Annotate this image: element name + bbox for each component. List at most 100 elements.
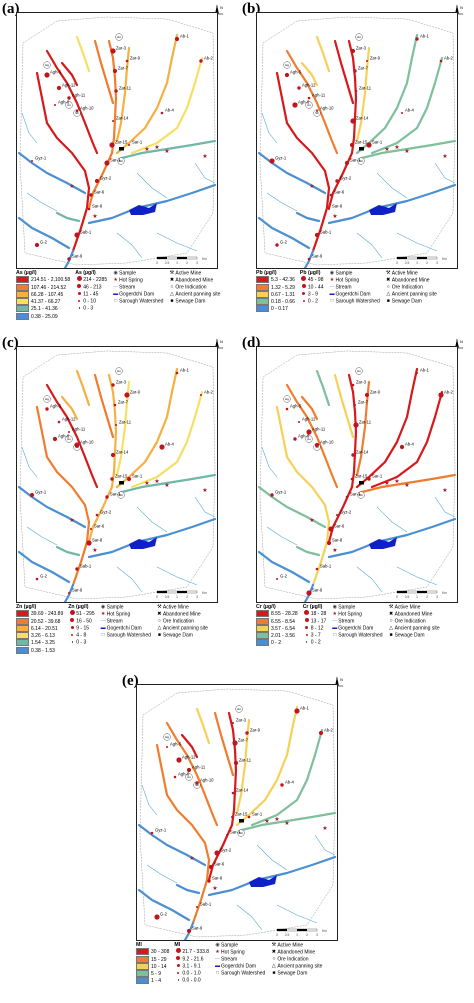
sample-point[interactable]: [44, 72, 50, 78]
sample-point[interactable]: [350, 118, 356, 124]
sample-point[interactable]: [195, 781, 199, 785]
sample-point[interactable]: [105, 495, 109, 499]
sample-point[interactable]: [52, 436, 58, 442]
sample-point[interactable]: [110, 452, 116, 458]
sample-point[interactable]: [173, 775, 177, 779]
sample-point[interactable]: [329, 193, 333, 197]
sample-point[interactable]: [160, 111, 164, 115]
sample-point[interactable]: [367, 477, 371, 481]
sample-point[interactable]: [166, 746, 168, 748]
sample-point[interactable]: [110, 477, 114, 481]
sample-point[interactable]: [399, 444, 405, 450]
sample-point[interactable]: [354, 404, 356, 406]
sample-point[interactable]: [56, 85, 62, 91]
sample-point[interactable]: [364, 392, 370, 398]
sample-point[interactable]: [275, 243, 279, 247]
sample-point[interactable]: [314, 232, 320, 238]
sample-point[interactable]: [104, 160, 110, 166]
sample-point[interactable]: [350, 48, 356, 54]
sample-point[interactable]: [326, 540, 332, 546]
sample-point[interactable]: [350, 477, 354, 481]
sample-point[interactable]: [306, 429, 312, 435]
sample-point[interactable]: [328, 208, 330, 210]
sample-point[interactable]: [232, 722, 234, 724]
sample-point[interactable]: [87, 207, 91, 211]
sample-point[interactable]: [86, 540, 92, 546]
sample-point[interactable]: [285, 407, 289, 411]
sample-point[interactable]: [415, 37, 419, 41]
sample-point[interactable]: [307, 257, 311, 261]
sample-point[interactable]: [231, 791, 235, 795]
sample-point[interactable]: [270, 493, 274, 497]
sample-point[interactable]: [232, 740, 238, 746]
sample-point[interactable]: [128, 144, 130, 146]
sample-point[interactable]: [154, 914, 160, 920]
sample-point[interactable]: [75, 109, 79, 113]
sample-point[interactable]: [34, 242, 40, 248]
sample-point[interactable]: [233, 760, 239, 766]
sample-point[interactable]: [316, 110, 318, 112]
sample-point[interactable]: [186, 928, 192, 934]
sample-point[interactable]: [176, 757, 182, 763]
sample-point[interactable]: [366, 142, 372, 148]
sample-point[interactable]: [113, 403, 117, 407]
sample-point[interactable]: [269, 158, 275, 164]
sample-point[interactable]: [89, 193, 93, 197]
sample-point[interactable]: [298, 421, 300, 423]
sample-point[interactable]: [226, 834, 228, 836]
sample-point[interactable]: [68, 592, 70, 594]
sample-point[interactable]: [208, 864, 214, 870]
sample-point[interactable]: [112, 120, 114, 122]
sample-point[interactable]: [57, 420, 61, 424]
sample-point[interactable]: [54, 104, 56, 106]
sample-point[interactable]: [438, 392, 444, 398]
sample-point[interactable]: [214, 850, 220, 856]
sample-point[interactable]: [199, 59, 203, 63]
sample-point[interactable]: [150, 831, 154, 835]
sample-point[interactable]: [351, 383, 355, 387]
sample-point[interactable]: [207, 879, 211, 883]
sample-point[interactable]: [124, 392, 130, 398]
sample-point[interactable]: [74, 232, 80, 238]
sample-point[interactable]: [401, 112, 403, 114]
sample-point[interactable]: [351, 453, 355, 457]
sample-point[interactable]: [35, 577, 39, 581]
sample-point[interactable]: [416, 372, 418, 374]
sample-point[interactable]: [67, 257, 71, 261]
sample-point[interactable]: [245, 731, 249, 735]
sample-point[interactable]: [293, 437, 297, 441]
sample-point[interactable]: [196, 906, 198, 908]
sample-point[interactable]: [175, 371, 179, 375]
sample-point[interactable]: [67, 96, 71, 100]
sample-point[interactable]: [328, 526, 334, 532]
sample-point[interactable]: [110, 48, 116, 54]
sample-point[interactable]: [276, 578, 278, 580]
sample-point[interactable]: [231, 816, 233, 818]
sample-point[interactable]: [307, 96, 311, 100]
sample-point[interactable]: [112, 68, 118, 74]
sample-point[interactable]: [126, 476, 132, 482]
sample-point[interactable]: [94, 178, 100, 184]
sample-point[interactable]: [75, 567, 79, 571]
sample-point[interactable]: [159, 444, 165, 450]
sample-point[interactable]: [294, 708, 300, 714]
sample-point[interactable]: [125, 59, 129, 63]
sample-point[interactable]: [31, 160, 33, 162]
sample-point[interactable]: [336, 514, 338, 516]
sample-point[interactable]: [247, 815, 251, 819]
sample-point[interactable]: [353, 69, 357, 73]
sample-point[interactable]: [284, 72, 290, 78]
sample-point[interactable]: [29, 492, 35, 498]
sample-point[interactable]: [109, 142, 115, 148]
sample-point[interactable]: [349, 142, 355, 148]
sample-point[interactable]: [200, 394, 202, 396]
sample-point[interactable]: [111, 383, 115, 387]
sample-point[interactable]: [90, 528, 92, 530]
sample-point[interactable]: [439, 59, 443, 63]
sample-point[interactable]: [45, 407, 49, 411]
sample-point[interactable]: [95, 513, 99, 517]
sample-point[interactable]: [115, 424, 117, 426]
sample-point[interactable]: [280, 783, 284, 787]
sample-point[interactable]: [114, 89, 118, 93]
sample-point[interactable]: [345, 495, 349, 499]
